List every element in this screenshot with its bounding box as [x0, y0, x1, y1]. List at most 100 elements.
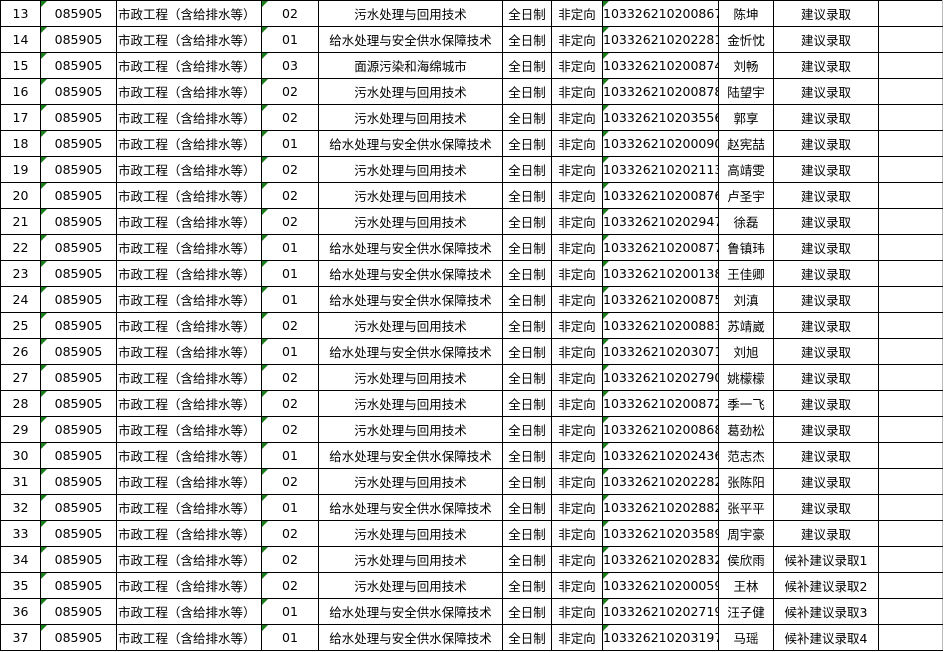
candidate-name-cell[interactable]: 刘畅 [718, 52, 774, 79]
direction-code-cell[interactable]: 02 [261, 416, 319, 443]
enrollment-type-cell[interactable]: 非定向 [551, 494, 603, 521]
major-name-cell[interactable]: 市政工程（含给排水等） [116, 546, 262, 573]
candidate-name-cell[interactable]: 郭享 [718, 104, 774, 131]
study-mode-cell[interactable]: 全日制 [502, 546, 552, 573]
empty-cell[interactable] [878, 390, 943, 417]
study-mode-cell[interactable]: 全日制 [502, 390, 552, 417]
enrollment-type-cell[interactable]: 非定向 [551, 0, 603, 27]
candidate-id-cell[interactable]: 103326210203071 [602, 338, 719, 365]
row-number-cell[interactable]: 35 [0, 572, 41, 599]
row-number-cell[interactable]: 28 [0, 390, 41, 417]
candidate-id-cell[interactable]: 103326210202282 [602, 468, 719, 495]
empty-cell[interactable] [878, 442, 943, 469]
major-code-cell[interactable]: 085905 [40, 598, 117, 625]
empty-cell[interactable] [878, 598, 943, 625]
direction-code-cell[interactable]: 02 [261, 364, 319, 391]
empty-cell[interactable] [878, 416, 943, 443]
direction-name-cell[interactable]: 给水处理与安全供水保障技术 [318, 442, 503, 469]
candidate-name-cell[interactable]: 刘旭 [718, 338, 774, 365]
candidate-id-cell[interactable]: 103326210200872 [602, 390, 719, 417]
candidate-id-cell[interactable]: 103326210203556 [602, 104, 719, 131]
major-name-cell[interactable]: 市政工程（含给排水等） [116, 312, 262, 339]
row-number-cell[interactable]: 29 [0, 416, 41, 443]
major-name-cell[interactable]: 市政工程（含给排水等） [116, 182, 262, 209]
study-mode-cell[interactable]: 全日制 [502, 234, 552, 261]
major-code-cell[interactable]: 085905 [40, 624, 117, 651]
major-name-cell[interactable]: 市政工程（含给排水等） [116, 390, 262, 417]
empty-cell[interactable] [878, 572, 943, 599]
direction-name-cell[interactable]: 污水处理与回用技术 [318, 468, 503, 495]
admission-status-cell[interactable]: 候补建议录取1 [773, 546, 879, 573]
major-name-cell[interactable]: 市政工程（含给排水等） [116, 624, 262, 651]
study-mode-cell[interactable]: 全日制 [502, 624, 552, 651]
direction-code-cell[interactable]: 01 [261, 260, 319, 287]
admission-status-cell[interactable]: 建议录取 [773, 208, 879, 235]
empty-cell[interactable] [878, 468, 943, 495]
admission-status-cell[interactable]: 建议录取 [773, 0, 879, 27]
major-name-cell[interactable]: 市政工程（含给排水等） [116, 468, 262, 495]
admission-status-cell[interactable]: 建议录取 [773, 156, 879, 183]
empty-cell[interactable] [878, 130, 943, 157]
candidate-name-cell[interactable]: 葛劲松 [718, 416, 774, 443]
major-name-cell[interactable]: 市政工程（含给排水等） [116, 208, 262, 235]
enrollment-type-cell[interactable]: 非定向 [551, 78, 603, 105]
major-name-cell[interactable]: 市政工程（含给排水等） [116, 598, 262, 625]
direction-name-cell[interactable]: 给水处理与安全供水保障技术 [318, 286, 503, 313]
empty-cell[interactable] [878, 520, 943, 547]
study-mode-cell[interactable]: 全日制 [502, 442, 552, 469]
row-number-cell[interactable]: 33 [0, 520, 41, 547]
study-mode-cell[interactable]: 全日制 [502, 468, 552, 495]
candidate-name-cell[interactable]: 汪子健 [718, 598, 774, 625]
direction-name-cell[interactable]: 污水处理与回用技术 [318, 156, 503, 183]
row-number-cell[interactable]: 13 [0, 0, 41, 27]
direction-code-cell[interactable]: 02 [261, 390, 319, 417]
enrollment-type-cell[interactable]: 非定向 [551, 364, 603, 391]
enrollment-type-cell[interactable]: 非定向 [551, 312, 603, 339]
direction-code-cell[interactable]: 02 [261, 546, 319, 573]
study-mode-cell[interactable]: 全日制 [502, 364, 552, 391]
major-code-cell[interactable]: 085905 [40, 572, 117, 599]
candidate-name-cell[interactable]: 鲁镇玮 [718, 234, 774, 261]
direction-name-cell[interactable]: 污水处理与回用技术 [318, 208, 503, 235]
candidate-name-cell[interactable]: 张陈阳 [718, 468, 774, 495]
direction-code-cell[interactable]: 02 [261, 572, 319, 599]
candidate-name-cell[interactable]: 季一飞 [718, 390, 774, 417]
direction-code-cell[interactable]: 02 [261, 104, 319, 131]
major-code-cell[interactable]: 085905 [40, 390, 117, 417]
major-code-cell[interactable]: 085905 [40, 338, 117, 365]
major-code-cell[interactable]: 085905 [40, 208, 117, 235]
major-code-cell[interactable]: 085905 [40, 260, 117, 287]
major-name-cell[interactable]: 市政工程（含给排水等） [116, 104, 262, 131]
admission-status-cell[interactable]: 建议录取 [773, 338, 879, 365]
direction-name-cell[interactable]: 给水处理与安全供水保障技术 [318, 624, 503, 651]
major-code-cell[interactable]: 085905 [40, 52, 117, 79]
enrollment-type-cell[interactable]: 非定向 [551, 468, 603, 495]
major-name-cell[interactable]: 市政工程（含给排水等） [116, 52, 262, 79]
major-name-cell[interactable]: 市政工程（含给排水等） [116, 364, 262, 391]
enrollment-type-cell[interactable]: 非定向 [551, 338, 603, 365]
major-code-cell[interactable]: 085905 [40, 234, 117, 261]
empty-cell[interactable] [878, 364, 943, 391]
enrollment-type-cell[interactable]: 非定向 [551, 234, 603, 261]
row-number-cell[interactable]: 14 [0, 26, 41, 53]
admission-status-cell[interactable]: 建议录取 [773, 26, 879, 53]
row-number-cell[interactable]: 19 [0, 156, 41, 183]
admission-status-cell[interactable]: 建议录取 [773, 520, 879, 547]
empty-cell[interactable] [878, 286, 943, 313]
candidate-name-cell[interactable]: 陆望宇 [718, 78, 774, 105]
candidate-id-cell[interactable]: 103326210200883 [602, 312, 719, 339]
candidate-name-cell[interactable]: 马瑶 [718, 624, 774, 651]
study-mode-cell[interactable]: 全日制 [502, 286, 552, 313]
candidate-id-cell[interactable]: 103326210202882 [602, 494, 719, 521]
row-number-cell[interactable]: 17 [0, 104, 41, 131]
row-number-cell[interactable]: 36 [0, 598, 41, 625]
candidate-id-cell[interactable]: 103326210203589 [602, 520, 719, 547]
study-mode-cell[interactable]: 全日制 [502, 0, 552, 27]
major-name-cell[interactable]: 市政工程（含给排水等） [116, 234, 262, 261]
admission-status-cell[interactable]: 建议录取 [773, 104, 879, 131]
candidate-name-cell[interactable]: 姚檬檬 [718, 364, 774, 391]
empty-cell[interactable] [878, 52, 943, 79]
row-number-cell[interactable]: 32 [0, 494, 41, 521]
candidate-name-cell[interactable]: 范志杰 [718, 442, 774, 469]
row-number-cell[interactable]: 31 [0, 468, 41, 495]
